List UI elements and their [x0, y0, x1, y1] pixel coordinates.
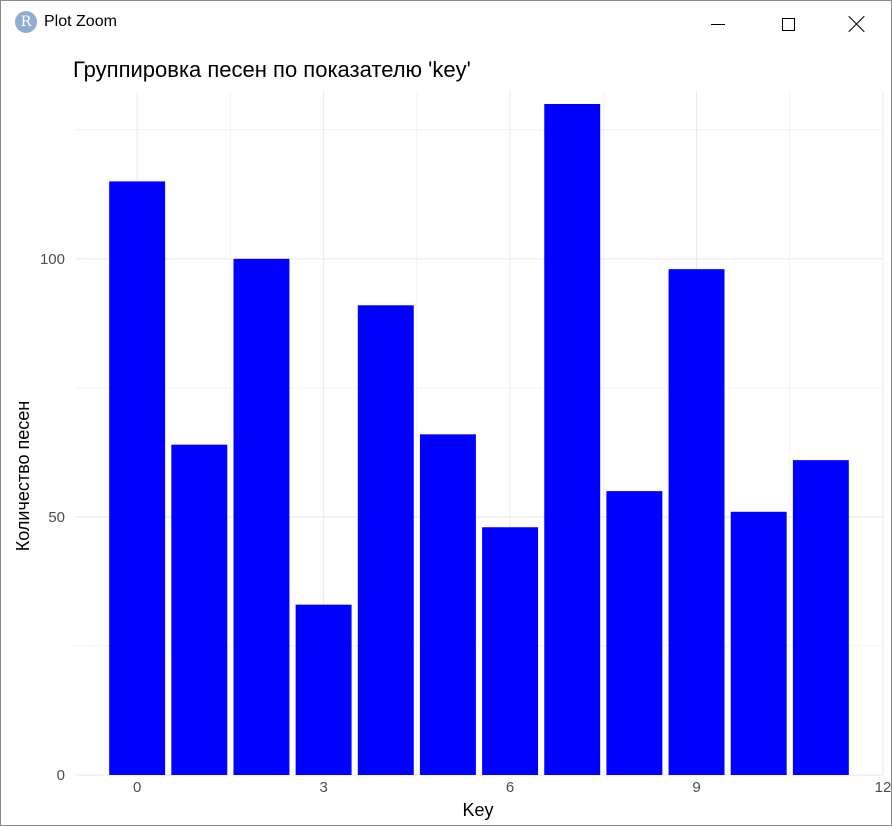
close-icon [849, 16, 865, 32]
bar-key-3 [295, 604, 352, 775]
bar-key-11 [792, 460, 849, 775]
minimize-button[interactable] [683, 1, 753, 47]
minimize-icon [711, 23, 725, 25]
x-tick-label: 12 [875, 779, 891, 796]
bar-chart: Группировка песен по показателю 'key' 0 3… [13, 57, 891, 820]
y-tick-label: 100 [40, 251, 65, 268]
bar-key-5 [419, 434, 476, 775]
y-tick-label: 0 [57, 767, 65, 784]
bar-key-2 [233, 258, 290, 775]
x-tick-label: 0 [133, 779, 141, 796]
bar-layer [109, 104, 849, 775]
bar-key-8 [606, 491, 663, 775]
chart-title: Группировка песен по показателю 'key' [73, 57, 471, 82]
tick-layer: 0 3 6 9 12 0 50 100 [40, 251, 891, 796]
maximize-button[interactable] [753, 1, 823, 47]
y-tick-label: 50 [48, 509, 65, 526]
bar-key-1 [171, 444, 228, 775]
bar-key-7 [544, 104, 601, 775]
x-axis-label: Key [462, 800, 493, 820]
maximize-icon [781, 17, 795, 31]
bar-key-0 [109, 181, 166, 775]
y-axis-label: Количество песен [13, 401, 33, 551]
x-tick-label: 3 [319, 779, 327, 796]
bar-key-6 [482, 527, 539, 775]
close-button[interactable] [823, 1, 891, 47]
title-bar[interactable]: R Plot Zoom [1, 1, 891, 47]
bar-key-10 [730, 511, 787, 775]
bar-key-4 [357, 305, 414, 775]
window-title: Plot Zoom [44, 13, 117, 30]
bar-key-9 [668, 269, 725, 775]
x-tick-label: 9 [692, 779, 700, 796]
r-app-icon: R [15, 11, 37, 33]
x-tick-label: 6 [506, 779, 514, 796]
